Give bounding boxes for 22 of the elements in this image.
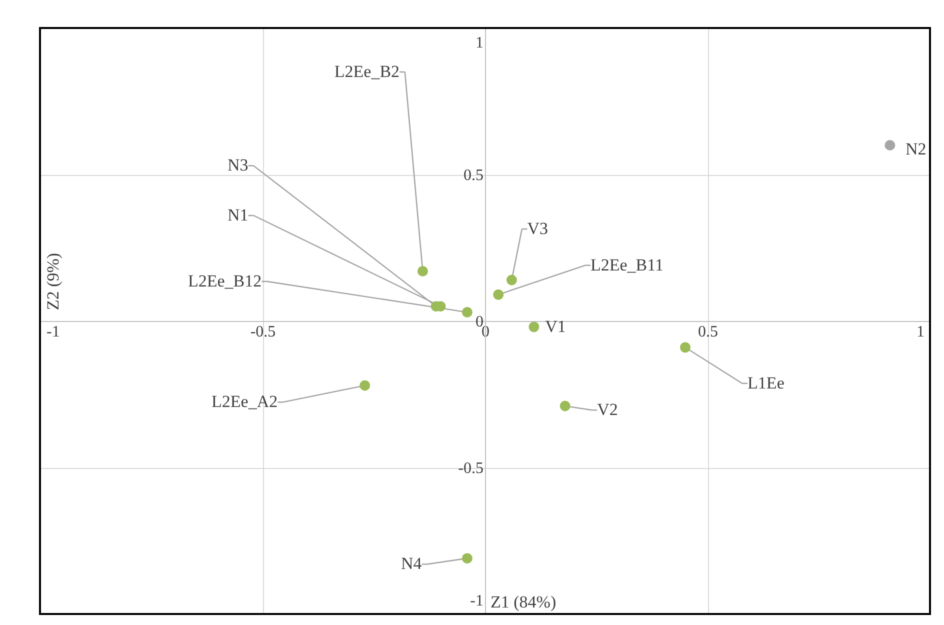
y-axis-title: Z2 (9%) <box>44 252 62 310</box>
x-tick-label: 0.5 <box>698 324 718 340</box>
x-tick-label: -1 <box>46 324 60 340</box>
annotation: N2 <box>906 140 926 159</box>
y-tick-label: 0.5 <box>464 167 484 184</box>
x-axis-title: Z1 (84%) <box>490 592 556 612</box>
annotation: V1 <box>545 316 566 336</box>
annotation: N3 <box>227 156 248 175</box>
annotation: V3 <box>527 219 548 238</box>
x-tick-label: -0.5 <box>250 324 276 340</box>
annotation: L2Ee_B12 <box>188 271 262 290</box>
annotation: L2Ee_A2 <box>212 392 278 412</box>
annotation: L2Ee_B2 <box>334 62 400 81</box>
annotation: N1 <box>227 206 248 225</box>
annotation: L1Ee <box>748 373 784 392</box>
x-tick-label: 1 <box>916 324 924 340</box>
annotation: N4 <box>401 554 422 574</box>
y-tick-label: -0.5 <box>458 460 484 477</box>
annotation: V2 <box>597 400 618 420</box>
annotation: L2Ee_B11 <box>590 255 664 274</box>
y-tick-label: 1 <box>476 34 484 52</box>
y-tick-label: -1 <box>470 592 484 610</box>
